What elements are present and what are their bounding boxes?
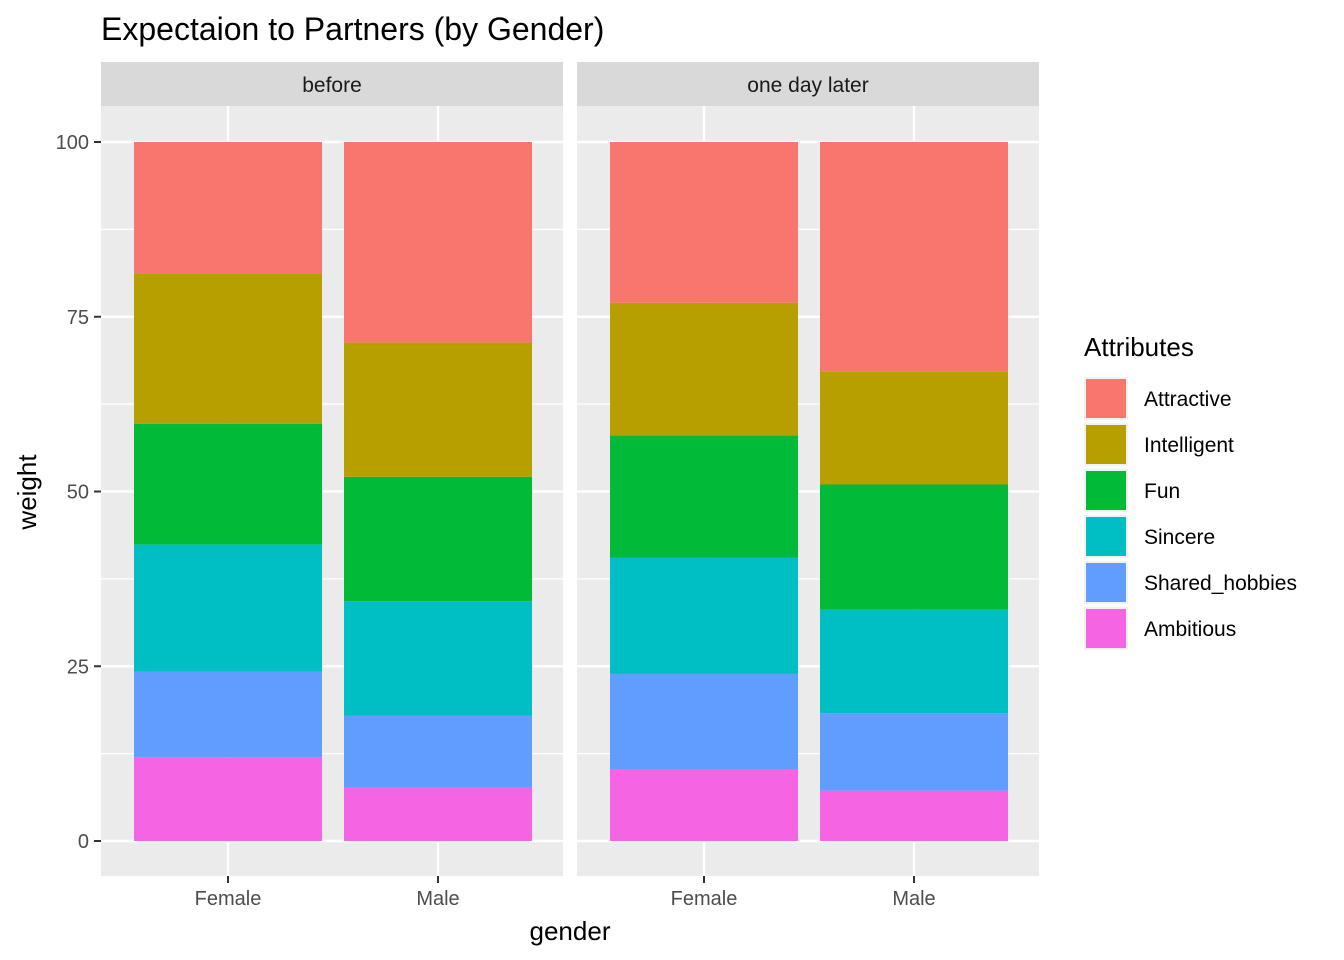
bar-segment-ambitious — [820, 790, 1008, 841]
bar-segment-fun — [610, 435, 798, 558]
bar-segment-shared-hobbies — [344, 715, 532, 788]
legend-title: Attributes — [1084, 332, 1194, 362]
facet-strip — [101, 62, 563, 106]
facet-strip-label: one day later — [747, 74, 868, 97]
bar-segment-intelligent — [820, 371, 1008, 485]
bar-segment-intelligent — [134, 273, 322, 424]
facet-panels: before Female Male one day later Female Male 0… — [56, 62, 1039, 910]
bar-segment-ambitious — [344, 787, 532, 841]
legend-swatch — [1086, 517, 1126, 556]
bar-segment-ambitious — [134, 757, 322, 841]
legend-swatch — [1086, 425, 1126, 464]
bar-segment-attractive — [344, 142, 532, 343]
bar-segment-intelligent — [344, 342, 532, 477]
x-tick-label: Female — [671, 888, 738, 910]
bar-segment-shared-hobbies — [820, 713, 1008, 791]
legend-swatch — [1086, 563, 1126, 602]
bar-segment-intelligent — [610, 302, 798, 436]
legend-item: Attractive — [1084, 377, 1232, 420]
x-tick-label: Male — [416, 888, 459, 910]
legend-label: Intelligent — [1144, 434, 1234, 457]
legend-swatch — [1086, 609, 1126, 648]
legend-item: Fun — [1084, 469, 1180, 512]
legend-label: Attractive — [1144, 388, 1232, 411]
bar-segment-attractive — [610, 142, 798, 303]
y-tick-label: 100 — [56, 132, 89, 154]
facet-strip-label: before — [302, 74, 362, 97]
legend-item: Shared_hobbies — [1084, 561, 1297, 604]
x-tick-label: Male — [892, 888, 935, 910]
bar-segment-fun — [820, 484, 1008, 610]
legend-item: Ambitious — [1084, 607, 1236, 650]
chart-title: Expectaion to Partners (by Gender) — [101, 11, 604, 47]
bar-segment-sincere — [610, 557, 798, 674]
bar-segment-fun — [344, 476, 532, 602]
bar-segment-shared-hobbies — [610, 673, 798, 770]
legend-item: Sincere — [1084, 515, 1215, 558]
y-tick-label: 25 — [67, 656, 89, 678]
bar-segment-sincere — [344, 601, 532, 716]
legend-label: Shared_hobbies — [1144, 572, 1297, 595]
legend-label: Sincere — [1144, 526, 1215, 549]
bar-segment-attractive — [820, 142, 1008, 372]
y-tick-label: 0 — [78, 831, 89, 853]
legend-swatch — [1086, 471, 1126, 510]
y-axis: 0 25 50 75 100 — [56, 132, 101, 853]
bar-segment-attractive — [134, 142, 322, 274]
x-axis-title: gender — [530, 916, 611, 946]
y-axis-title: weight — [12, 454, 42, 531]
legend-label: Fun — [1144, 480, 1180, 503]
facet-panel-0: before Female Male — [101, 62, 563, 910]
bar-segment-fun — [134, 423, 322, 545]
bar-segment-sincere — [820, 609, 1008, 714]
x-tick-label: Female — [195, 888, 262, 910]
legend-item: Intelligent — [1084, 423, 1234, 466]
legend-items: Attractive Intelligent Fun Sincere Shared_ho… — [1084, 377, 1297, 650]
legend-swatch — [1086, 379, 1126, 418]
bar-segment-shared-hobbies — [134, 671, 322, 758]
facet-strip — [577, 62, 1039, 106]
legend-label: Ambitious — [1144, 618, 1236, 641]
legend: Attributes Attractive Intelligent Fun Since… — [1084, 332, 1297, 650]
facet-panel-1: one day later Female Male — [577, 62, 1039, 910]
bar-segment-ambitious — [610, 769, 798, 841]
bar-segment-sincere — [134, 544, 322, 672]
y-tick-label: 50 — [67, 482, 89, 504]
y-tick-label: 75 — [67, 307, 89, 329]
